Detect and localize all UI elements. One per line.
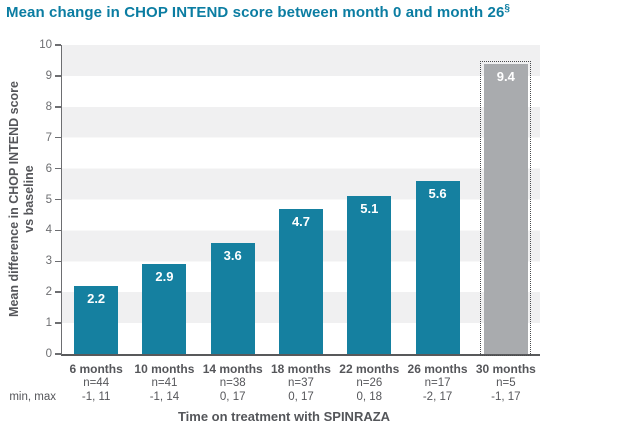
y-tick-mark [55,136,61,139]
bar-slot: 9.4 [472,45,540,356]
y-tick-mark [55,353,61,355]
bar-value-label: 5.6 [428,185,447,201]
y-tick-label: 6 [45,162,52,175]
y-tick-label: 4 [45,224,52,237]
x-label-min-max: -1, 14 [149,391,180,403]
bars-layer: 2.2 2.9 3.6 4.7 5.1 5.6 9.4 [62,45,540,356]
bar-slot: 2.2 [62,45,130,354]
x-label-months: 10 months [134,362,195,376]
x-label-group: 26 months n=17 -2, 17 [403,362,471,404]
y-tick-label: 0 [45,348,52,360]
y-tick-mark [55,291,61,293]
x-label-n: n=41 [151,377,178,389]
bar-teal: 3.6 [210,242,255,354]
y-tick-mark [55,106,61,108]
y-tick-label: 5 [45,193,52,206]
x-label-n: n=17 [424,377,451,389]
x-label-n: n=5 [496,377,516,389]
x-axis-title: Time on treatment with SPINRAZA [177,409,391,424]
bar-slot: 2.9 [130,45,198,354]
bar-slot: 5.6 [403,45,471,354]
x-label-months: 30 months [475,362,536,376]
x-label-months: 26 months [407,362,468,376]
y-tick-mark [55,229,61,232]
y-tick-label: 3 [45,255,52,268]
y-tick-mark [55,167,61,170]
x-label-group: 30 months n=5 -1, 17 [472,362,540,404]
x-label-months: 6 months [69,362,123,376]
bar-value-label: 3.6 [223,247,242,263]
x-label-months: 22 months [339,362,400,376]
bar-slot: 5.1 [335,45,403,354]
y-tick-label: 9 [45,69,52,82]
bar-value-label: 9.4 [496,68,515,84]
y-tick-mark [55,75,61,77]
bar-value-label: 4.7 [291,213,311,229]
y-axis-title-line1: Mean difference in CHOP INTEND score [7,81,21,317]
y-tick-mark [55,322,61,324]
x-label-group: 6 months n=44 -1, 11 [62,362,130,404]
y-tick-label: 8 [45,100,52,113]
x-label-min-max: -1, 17 [491,391,521,403]
bar-value-label: 5.1 [360,201,379,217]
y-tick-mark [55,198,61,201]
x-label-months: 14 months [202,362,263,376]
projected-bar-dotted-outline [479,60,531,356]
footnote-marker: § [504,3,511,14]
x-label-min-max: 0, 17 [219,391,246,403]
chart-title: Mean change in CHOP INTEND score between… [6,3,510,21]
x-label-n: n=26 [356,377,383,389]
chart-title-text: Mean change in CHOP INTEND score between… [6,4,505,21]
bar-value-label: 2.9 [155,269,174,285]
bar-value-label: 2.2 [87,291,106,307]
x-label-min-max: -1, 11 [81,391,111,403]
x-label-group: 22 months n=26 0, 18 [335,362,403,404]
bar-slot: 3.6 [199,45,267,354]
x-label-months: 18 months [270,362,331,376]
x-label-min-max: -2, 17 [422,391,453,403]
min-max-row-header: min, max [9,391,56,403]
x-label-n: n=38 [219,377,246,389]
x-axis-labels: 6 months n=44 -1, 11 10 months n=41 -1, 14 14 … [62,362,540,404]
x-label-n: n=44 [83,377,110,389]
bar-teal: 5.1 [347,196,392,354]
bar-teal: 2.9 [142,264,187,354]
x-label-min-max: 0, 18 [356,391,383,403]
bar-gray: 9.4 [483,63,528,354]
x-label-n: n=37 [288,377,314,389]
y-tick-label: 7 [45,131,52,144]
x-label-group: 14 months n=38 0, 17 [199,362,267,404]
y-tick-label: 1 [45,317,52,330]
bar-teal: 5.6 [415,180,460,354]
bar-teal: 2.2 [74,286,119,354]
bar-slot: 4.7 [267,45,335,354]
x-label-group: 18 months n=37 0, 17 [267,362,335,404]
bar-teal: 4.7 [278,208,323,354]
x-label-min-max: 0, 17 [288,391,314,403]
y-tick-mark [55,44,61,46]
y-tick-label: 2 [45,286,52,299]
y-tick-mark [55,260,61,263]
x-label-group: 10 months n=41 -1, 14 [130,362,198,404]
y-tick-label: 10 [39,39,52,51]
